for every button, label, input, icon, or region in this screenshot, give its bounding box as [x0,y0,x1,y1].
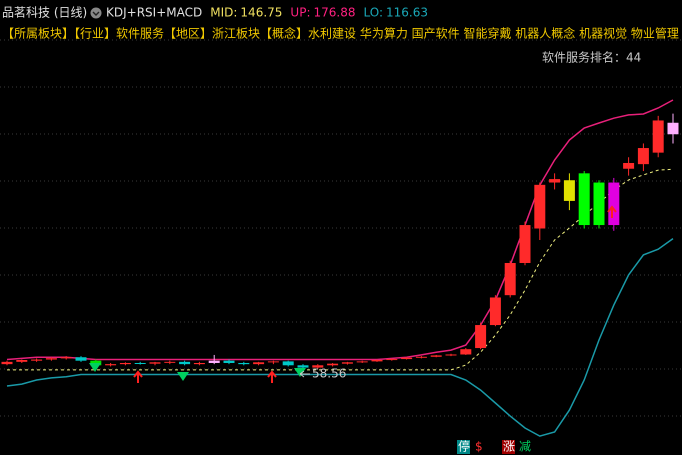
candle-body [593,182,605,226]
indicator-name[interactable]: KDJ+RSI+MACD [106,6,202,20]
legend-label: LO: [363,6,383,20]
icon-box [502,440,515,454]
candle-body [16,360,28,362]
candle-body [608,182,620,226]
candle-body [371,360,383,362]
candle-body [475,325,487,349]
candle-body [179,361,191,365]
sell-signal [294,368,306,377]
candle-body [105,364,117,366]
stock-title: 品茗科技 (日线) [2,6,87,20]
candle-body [637,148,649,165]
legend-value: 176.88 [313,6,355,20]
candle-body [282,361,294,366]
band-line [6,99,674,361]
footer-icon[interactable]: 涨 [503,439,515,454]
candle-body [149,362,161,364]
legend-label: UP: [290,6,310,20]
candle-body [430,355,442,357]
candle-body [75,357,87,361]
plot-area [0,39,682,437]
candle-body [223,360,235,363]
band-line [7,168,674,371]
buy-signal [607,205,617,218]
legend-value: 146.75 [240,6,282,20]
candle-body [519,225,531,263]
candle-body [193,362,205,365]
candle-body [238,362,250,365]
candle-body [253,362,265,365]
candle-body [549,179,561,183]
candle-body [578,173,590,226]
candle-body [445,354,457,356]
chevron [92,11,100,16]
candle-body [31,359,43,361]
candle-body [401,357,413,360]
candle-body [90,360,102,366]
sector-tags: 【所属板块】【行业】软件服务【地区】浙江板块【概念】水利建设 华为算力 国产软件… [2,26,679,41]
candle-body [563,180,575,201]
buy-signal [133,370,143,383]
candle-body [267,361,279,363]
footer-icon[interactable]: 停 [458,439,470,454]
candle-body [164,361,176,363]
rank-value: 44 [626,51,641,65]
band-line [6,237,674,437]
candle-body [45,358,57,360]
candle-body [312,365,324,368]
buy-signal [267,370,277,383]
indicator-menu-icon[interactable] [90,7,102,19]
candle-body [341,362,353,364]
rank-label: 软件服务排名： [542,50,626,65]
candle-body [297,365,309,368]
candle-body [667,122,679,135]
candle-body [208,360,220,363]
icon-box [457,440,470,454]
candle-body [489,297,501,326]
candle-body [534,184,546,229]
candle-body [356,361,368,363]
candle-body [460,349,472,355]
legend-label: MID: [210,6,237,20]
candle-body [60,357,72,359]
sell-signal [89,363,101,372]
candle-body [504,262,516,296]
footer-icon[interactable]: $ [475,440,483,454]
low-arrow [299,370,310,378]
candle-body [1,361,13,365]
candle-body [652,120,664,153]
candle-body [134,362,146,364]
candle-body [415,356,427,358]
candle-body [623,162,635,169]
footer-icon[interactable]: 减 [519,440,531,454]
candle-body [386,359,398,361]
candle-body [327,363,339,366]
candle-body [119,362,131,365]
sell-signal [177,372,189,381]
legend-value: 116.63 [386,6,428,20]
low-price-label: 58.56 [312,367,346,381]
